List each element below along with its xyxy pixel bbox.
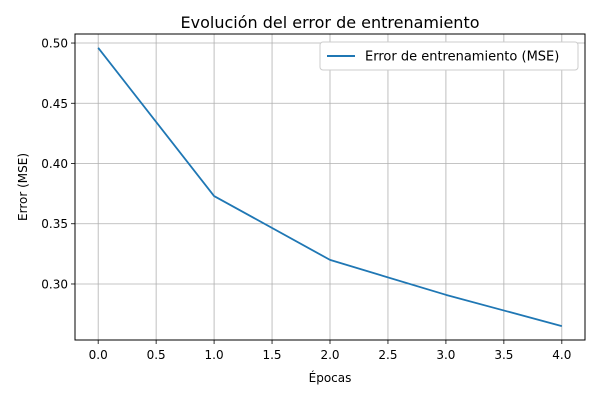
- x-axis-ticks: 0.0 0.5 1.0 1.5 2.0 2.5 3.0 3.5 4.0: [89, 340, 571, 362]
- legend-box: [319, 41, 579, 71]
- x-tick-label: 0.5: [147, 348, 166, 362]
- x-tick-label: 2.0: [320, 348, 339, 362]
- x-tick-label: 1.5: [262, 348, 281, 362]
- series-line-0: [97, 47, 563, 328]
- x-tick-label: 0.0: [89, 348, 108, 362]
- x-tick-label: 1.0: [205, 348, 224, 362]
- x-tick-label: 3.0: [436, 348, 455, 362]
- x-tick-label: 2.5: [378, 348, 397, 362]
- y-tick-label: 0.35: [41, 217, 68, 231]
- legend-entry-label: Error de entrenamiento (MSE): [365, 50, 559, 65]
- y-axis-label: Error (MSE): [16, 153, 30, 221]
- y-tick-label: 0.45: [41, 97, 68, 111]
- y-tick-label: 0.40: [41, 157, 68, 171]
- legend: Error de entrenamiento (MSE): [319, 41, 579, 71]
- series-group: [97, 47, 563, 328]
- y-tick-label: 0.50: [41, 37, 68, 51]
- y-axis-ticks: 0.30 0.35 0.40 0.45 0.50: [41, 37, 75, 291]
- x-axis-label: Épocas: [309, 370, 352, 385]
- x-tick-label: 4.0: [552, 348, 571, 362]
- chart-title: Evolución del error de entrenamiento: [181, 13, 480, 32]
- x-tick-label: 3.5: [494, 348, 513, 362]
- y-tick-label: 0.30: [41, 277, 68, 291]
